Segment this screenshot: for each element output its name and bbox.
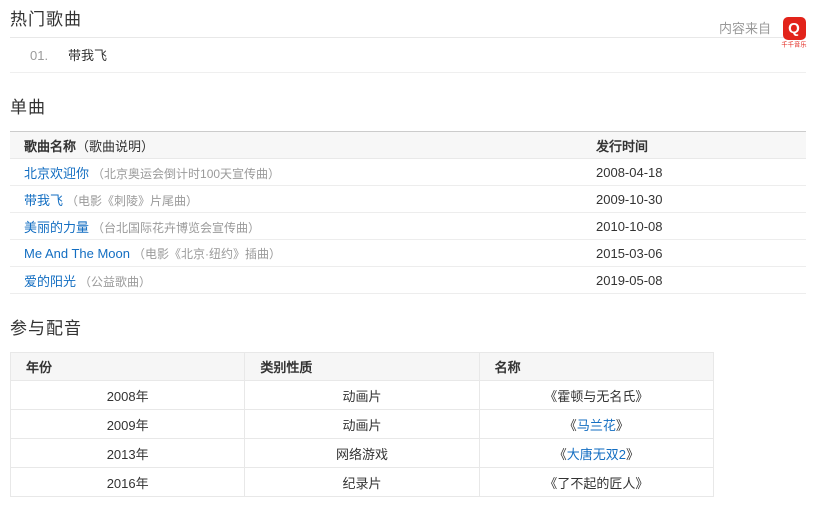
table-row: 爱的阳光 （公益歌曲） 2019-05-08 [10,266,806,294]
dubbing-work-name: 《大唐无双2》 [478,438,715,468]
song-note: （电影《北京·纽约》插曲） [133,246,281,261]
song-note: （公益歌曲） [79,274,152,289]
hot-songs-list: 01. 带我飞 [10,37,806,73]
dubbing-header-name: 名称 [478,352,715,381]
table-row: 2008年 动画片 《霍顿与无名氏》 [9,380,715,410]
table-row: Me And The Moon （电影《北京·纽约》插曲） 2015-03-06 [10,239,806,267]
dubbing-year: 2013年 [9,438,246,468]
table-row: 美丽的力量 （台北国际花卉博览会宣传曲） 2010-10-08 [10,212,806,240]
dubbing-category: 纪录片 [244,467,480,497]
dubbing-category: 网络游戏 [244,438,480,468]
work-title-link[interactable]: 马兰花 [576,417,616,433]
dubbing-header-year: 年份 [9,352,246,381]
hot-songs-title: 热门歌曲 [10,10,82,29]
singles-table: 歌曲名称（歌曲说明） 发行时间 北京欢迎你 （北京奥运会倒计时100天宣传曲） 2… [10,131,806,294]
content-source: 内容来自 Q 千千音乐 [719,17,808,50]
release-date: 2010-10-08 [586,212,806,240]
song-link[interactable]: 美丽的力量 [24,219,90,235]
bracket-open: 《 [544,388,558,404]
work-title: 了不起的匠人 [557,475,636,491]
table-row: 2009年 动画片 《马兰花》 [9,409,715,439]
singles-header-name-label: 歌曲名称 [24,138,77,154]
dubbing-work-name: 《了不起的匠人》 [478,467,715,497]
qianqian-music-caption: 千千音乐 [781,41,807,49]
release-date: 2008-04-18 [586,158,806,186]
hot-song-index: 01. [30,48,49,63]
release-date: 2019-05-08 [586,266,806,294]
hot-song-name[interactable]: 带我飞 [68,48,108,63]
dubbing-year: 2016年 [9,467,246,497]
table-row: 带我飞 （电影《刺陵》片尾曲） 2009-10-30 [10,185,806,213]
release-date: 2009-10-30 [586,185,806,213]
singles-header-date: 发行时间 [586,131,806,159]
work-title-link[interactable]: 大唐无双2 [566,446,626,462]
dubbing-header-category: 类别性质 [244,352,480,381]
bracket-close: 》 [635,475,649,491]
bracket-close: 》 [635,388,649,404]
song-link[interactable]: 爱的阳光 [24,273,77,289]
singles-title: 单曲 [10,98,46,117]
qianqian-music-icon: Q [782,17,806,40]
baike-content-page: 内容来自 Q 千千音乐 热门歌曲 01. 带我飞 单曲 歌曲名称（歌曲说明） 发… [0,9,816,511]
singles-header-note-label: （歌曲说明） [76,138,155,154]
dubbing-category: 动画片 [244,380,480,410]
release-date: 2015-03-06 [586,239,806,267]
song-note: （北京奥运会倒计时100天宣传曲） [92,166,281,181]
song-note: （电影《刺陵》片尾曲） [66,193,199,208]
content-source-label: 内容来自 [718,21,771,36]
singles-header-name: 歌曲名称（歌曲说明） [10,131,586,159]
dubbing-header-row: 年份 类别性质 名称 [9,352,715,381]
bracket-open: 《 [553,446,567,462]
dubbing-year: 2009年 [9,409,246,439]
dubbing-category: 动画片 [244,409,480,439]
bracket-open: 《 [563,417,577,433]
dubbing-work-name: 《霍顿与无名氏》 [478,380,715,410]
dubbing-table: 年份 类别性质 名称 2008年 动画片 《霍顿与无名氏》 2009年 动画片 … [9,352,715,497]
table-row: 北京欢迎你 （北京奥运会倒计时100天宣传曲） 2008-04-18 [10,158,806,186]
song-link[interactable]: 北京欢迎你 [24,165,90,181]
bracket-open: 《 [544,475,558,491]
song-link[interactable]: 带我飞 [24,192,64,208]
table-row: 2013年 网络游戏 《大唐无双2》 [9,438,715,468]
hot-song-item[interactable]: 01. 带我飞 [10,38,276,72]
bracket-close: 》 [615,417,629,433]
dubbing-title: 参与配音 [10,319,82,338]
qianqian-music-logo[interactable]: Q 千千音乐 [780,17,808,50]
bracket-close: 》 [625,446,639,462]
dubbing-work-name: 《马兰花》 [478,409,715,439]
dubbing-year: 2008年 [9,380,246,410]
singles-header-row: 歌曲名称（歌曲说明） 发行时间 [10,131,806,159]
work-title: 霍顿与无名氏 [557,388,636,404]
song-link[interactable]: Me And The Moon [24,245,130,261]
song-note: （台北国际花卉博览会宣传曲） [92,220,261,235]
table-row: 2016年 纪录片 《了不起的匠人》 [9,467,715,497]
